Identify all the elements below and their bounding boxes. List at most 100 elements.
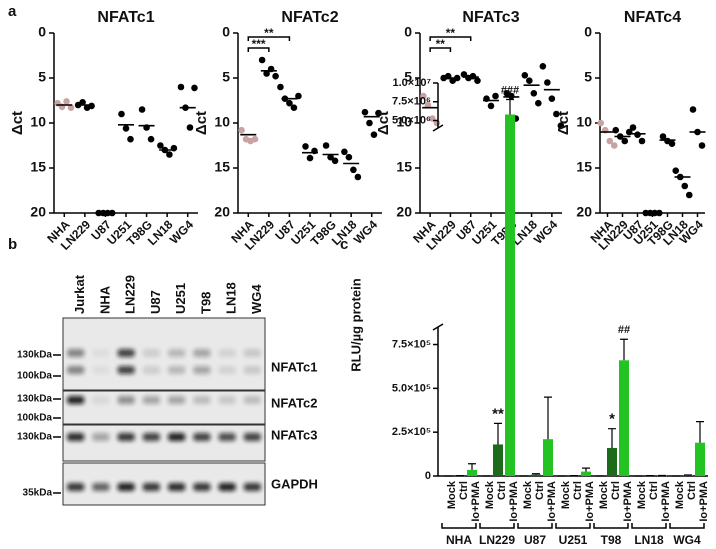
lane-label: WG4 (249, 284, 264, 314)
blot-band (193, 396, 211, 404)
significance-label: ** (436, 37, 446, 51)
group-label: LN229 (479, 533, 515, 547)
x-tick-label: Ctrl (572, 481, 584, 500)
data-point (67, 104, 75, 111)
data-point (251, 135, 259, 143)
data-point (366, 119, 373, 127)
data-point (177, 83, 185, 91)
group-bracket (669, 523, 705, 529)
y-tick-label: 7.5×10⁶ (392, 96, 431, 108)
error-bar (608, 428, 616, 448)
x-tick-label: Mock (636, 480, 648, 509)
bar (493, 444, 503, 476)
data-point (191, 84, 198, 92)
lane-label: T98 (198, 292, 213, 314)
bar (505, 114, 515, 476)
group-label: U87 (524, 533, 546, 547)
x-tick-label: WG4 (351, 217, 380, 246)
x-tick-label: Mock (674, 480, 686, 509)
significance-bracket (247, 36, 291, 41)
y-tick-label: 5.0×10⁵ (392, 382, 431, 394)
data-point (166, 151, 173, 158)
y-axis-label: RLU/µg protein (348, 278, 363, 371)
data-point (492, 92, 499, 100)
bar (695, 442, 705, 476)
error-bar (696, 421, 704, 443)
bar (619, 360, 629, 476)
data-point (238, 126, 245, 134)
data-point (327, 153, 334, 161)
x-tick-label: Mock (560, 480, 572, 509)
data-point (535, 99, 542, 107)
group-label: U251 (559, 533, 588, 547)
data-point (672, 167, 680, 174)
y-axis-label: Δct (9, 111, 26, 135)
group-label: LN18 (634, 533, 664, 547)
lane-label: U87 (148, 290, 163, 314)
y-tick-label: 0 (404, 24, 412, 40)
y-axis-label: Δct (375, 111, 392, 135)
lane-label: NHA (97, 285, 112, 314)
y-tick-label: 5.0×10⁶ (392, 114, 431, 126)
lane-label: LN229 (123, 275, 138, 314)
bar (543, 439, 553, 476)
x-tick-label: Io+PMA (660, 481, 672, 522)
data-point (553, 110, 560, 118)
lane-label: U251 (173, 283, 188, 314)
marker-label: 130kDa (17, 432, 52, 443)
data-point (79, 99, 86, 106)
y-tick-label: 20 (30, 204, 46, 220)
protein-label: NFATc3 (271, 427, 317, 442)
data-point (610, 142, 618, 149)
significance-bracket (247, 47, 270, 52)
blot-band (142, 396, 160, 404)
blot-panel (62, 390, 266, 425)
y-axis-label: Δct (193, 111, 210, 135)
blot-band (92, 396, 110, 404)
chart-title: NFATc1 (97, 9, 154, 26)
axis-break (432, 124, 444, 132)
chart-title: NFATc4 (624, 9, 681, 26)
group-bracket (631, 523, 667, 529)
protein-label: NFATc1 (271, 359, 317, 374)
data-point (548, 95, 556, 102)
blot-band (67, 396, 85, 404)
blot-band (67, 366, 85, 374)
significance-label: *** (252, 37, 266, 51)
y-tick-label: 10 (30, 114, 46, 130)
error-bar (684, 474, 692, 476)
data-point (597, 119, 605, 127)
y-tick-label: 0 (222, 24, 230, 40)
axis-break (432, 323, 444, 331)
data-point (286, 99, 293, 107)
significance-bracket (429, 47, 452, 52)
y-tick-label: 1.0×10⁷ (393, 77, 432, 89)
data-point (157, 142, 164, 149)
blot-band (67, 433, 85, 441)
marker-label: 100kDa (17, 413, 52, 424)
x-tick-label: Ctrl (534, 481, 546, 500)
x-tick-label: Io+PMA (622, 481, 634, 522)
y-tick-label: 15 (30, 159, 46, 175)
data-point (460, 71, 468, 78)
data-point (370, 131, 378, 138)
blot-band (117, 349, 135, 357)
blot-band (243, 396, 261, 404)
significance-label: ## (618, 324, 630, 336)
group-bracket (593, 523, 629, 529)
y-tick-label: 5 (38, 69, 46, 85)
blot-band (142, 433, 160, 441)
blot-panel (62, 424, 266, 462)
error-bar (494, 422, 502, 445)
y-tick-label: 0 (38, 24, 46, 40)
data-point (63, 98, 70, 105)
y-tick-label: 10 (396, 114, 412, 130)
blot-band (243, 483, 261, 491)
data-point (375, 109, 382, 117)
blot-band (218, 433, 236, 441)
data-point (698, 142, 706, 149)
data-point (668, 140, 676, 147)
blot-band (92, 433, 110, 441)
x-tick-label: Io+PMA (508, 481, 520, 522)
data-point (659, 133, 667, 140)
